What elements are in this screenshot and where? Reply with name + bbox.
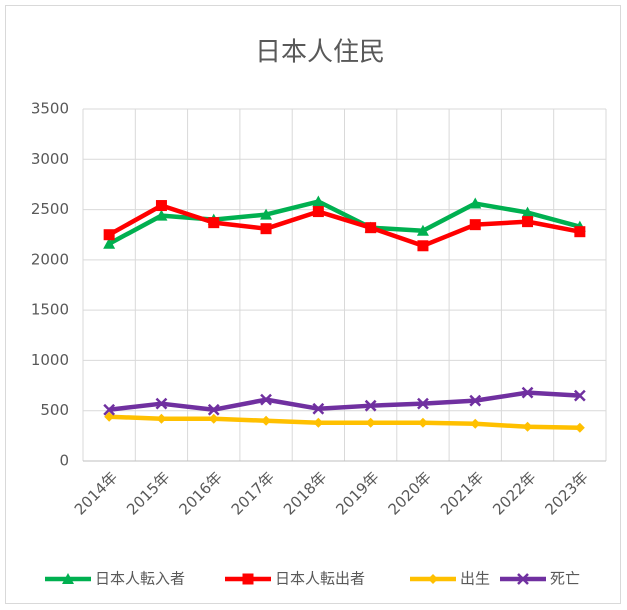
point-marker [469, 197, 482, 209]
y-tick-label: 500 [40, 401, 69, 419]
point-marker [156, 413, 167, 424]
legend-label: 出生 [460, 570, 490, 588]
point-marker [470, 418, 481, 429]
point-marker [417, 240, 429, 252]
point-marker [521, 206, 534, 218]
point-marker [155, 397, 168, 410]
point-marker [261, 415, 272, 426]
point-marker [574, 422, 585, 433]
point-marker [522, 421, 533, 432]
point-marker [365, 417, 376, 428]
point-marker [469, 219, 481, 231]
point-marker [416, 224, 429, 236]
y-tick-label: 1500 [31, 301, 69, 319]
point-marker [103, 237, 116, 249]
series-line [108, 203, 581, 249]
point-marker [260, 393, 272, 406]
series-line [109, 414, 580, 431]
y-tick-label: 2000 [31, 250, 69, 268]
point-marker [207, 403, 220, 416]
y-tick-label: 0 [59, 452, 69, 470]
point-marker [260, 223, 272, 235]
point-marker [312, 195, 325, 207]
point-marker [522, 216, 534, 228]
legend-marker [517, 573, 529, 585]
point-marker [103, 229, 115, 241]
chart-title: 日本人住民 [255, 38, 385, 68]
point-marker [469, 394, 482, 407]
point-marker [208, 217, 220, 229]
point-marker [364, 399, 377, 412]
point-marker [312, 402, 325, 415]
point-marker [312, 206, 324, 218]
y-tick-label: 3000 [31, 150, 69, 168]
point-marker [260, 208, 273, 220]
legend-label: 日本人転入者 [95, 570, 185, 588]
point-marker [365, 222, 377, 234]
legend-label: 死亡 [550, 570, 580, 588]
series-line [108, 199, 581, 246]
point-marker [574, 226, 586, 238]
point-marker [573, 389, 586, 402]
y-tick-label: 3500 [31, 100, 69, 118]
point-marker [208, 413, 219, 424]
legend-marker [242, 573, 254, 585]
legend-label: 日本人転出者 [275, 570, 365, 588]
chart-frame [5, 5, 621, 604]
y-tick-label: 1000 [31, 351, 69, 369]
point-marker [103, 403, 116, 416]
point-marker [155, 200, 167, 212]
point-marker [155, 209, 168, 221]
point-marker [417, 397, 429, 410]
series-line [108, 390, 580, 412]
point-marker [313, 417, 324, 428]
point-marker [417, 417, 428, 428]
point-marker [104, 411, 115, 422]
point-marker [521, 386, 534, 399]
legend-marker [428, 574, 438, 584]
y-tick-label: 2500 [31, 200, 69, 218]
legend-marker [62, 573, 74, 584]
